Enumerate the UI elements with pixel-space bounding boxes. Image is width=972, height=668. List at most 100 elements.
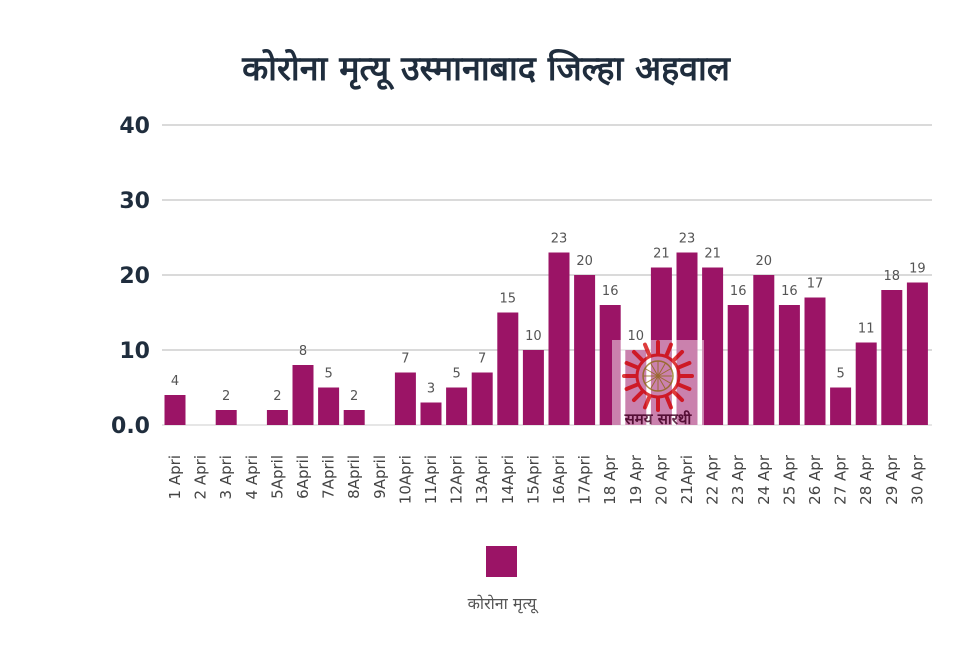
x-tick-label: 10Apri: [396, 455, 414, 504]
x-tick-label: 11Apri: [422, 455, 440, 504]
data-label: 3: [427, 382, 435, 397]
wheel-spoke: [644, 368, 659, 377]
sun-ray: [624, 360, 640, 370]
x-tick-label: 27 Apr: [832, 454, 850, 505]
x-tick-label: 6April: [294, 455, 312, 499]
x-tick-label: 23 Apr: [729, 454, 747, 505]
wheel-spoke: [657, 368, 672, 377]
data-label: 23: [551, 232, 568, 247]
bar: [625, 350, 647, 425]
sun-ray: [624, 382, 640, 392]
data-label: 16: [602, 284, 619, 299]
data-label: 20: [756, 254, 773, 269]
bar: [497, 312, 519, 425]
bar: [650, 267, 672, 425]
bar: [906, 282, 928, 425]
bar: [727, 305, 749, 425]
legend-swatch: [486, 546, 517, 577]
bar: [522, 350, 544, 425]
x-tick-label: 25 Apr: [780, 454, 798, 505]
data-label: 10: [628, 329, 645, 344]
sun-ray: [642, 394, 652, 410]
wheel-spoke: [657, 375, 672, 384]
bar: [753, 275, 775, 425]
x-tick-label: 26 Apr: [806, 454, 824, 505]
x-tick-label: 2 Apri: [192, 455, 210, 499]
data-label: 20: [576, 254, 593, 269]
data-label: 16: [730, 284, 747, 299]
sun-ray: [671, 389, 685, 403]
data-label: 18: [884, 269, 901, 284]
x-tick-label: 15Apri: [524, 455, 542, 504]
data-label: 2: [350, 389, 358, 404]
data-label: 5: [452, 367, 460, 382]
x-tick-label: 16Apri: [550, 455, 568, 504]
y-axis-ticks: 0.0 10 20 30 40: [111, 114, 150, 439]
legend: कोरोना मृत्यू: [468, 546, 540, 614]
data-label: 5: [324, 367, 332, 382]
bar: [548, 252, 570, 425]
bar: [599, 305, 621, 425]
chart-title: कोरोना मृत्यू उस्मानाबाद जिल्हा अहवाल: [241, 48, 732, 91]
sun-ray: [631, 389, 645, 403]
watermark-text: समय सारथी: [624, 410, 693, 428]
sun-ray: [676, 382, 692, 392]
x-tick-label: 8April: [345, 455, 363, 499]
data-label: 7: [478, 352, 486, 367]
data-label: 2: [273, 389, 281, 404]
data-label: 2: [222, 389, 230, 404]
x-tick-label: 17Apri: [576, 455, 594, 504]
data-label: 17: [807, 277, 824, 292]
x-tick-label: 5April: [268, 455, 286, 499]
sun-ray: [664, 342, 674, 358]
y-tick-label: 30: [119, 189, 150, 214]
watermark-logo: समय सारथी: [612, 340, 704, 432]
bar: [804, 297, 826, 425]
data-label: 16: [781, 284, 798, 299]
data-label: 4: [171, 374, 179, 389]
bar: [830, 387, 852, 425]
bar: [215, 410, 237, 425]
bar: [266, 410, 288, 425]
x-tick-label: 14Apri: [499, 455, 517, 504]
data-label: 5: [836, 367, 844, 382]
x-tick-label: 4 Apri: [243, 455, 261, 499]
y-tick-label: 0.0: [111, 414, 150, 439]
data-label: 11: [858, 322, 875, 337]
legend-label: कोरोना मृत्यू: [468, 594, 540, 614]
sun-ray: [664, 394, 674, 410]
x-tick-label: 19 Apr: [627, 454, 645, 505]
wheel-spoke: [650, 362, 659, 377]
x-tick-label: 13Apri: [473, 455, 491, 504]
x-tick-label: 12Apri: [448, 455, 466, 504]
bar: [881, 290, 903, 425]
wheel-spoke: [657, 362, 666, 377]
data-label: 19: [909, 262, 926, 277]
bar-series: [164, 252, 928, 425]
bar: [420, 402, 442, 425]
data-label: 8: [299, 344, 307, 359]
data-labels: 4 2 2 8 5 2 7 3 5 7 15 10 23 20 16 10 21 23 21 16 20 16 17 5 11 1…: [171, 232, 926, 405]
wheel-spoke: [657, 375, 666, 390]
y-tick-label: 10: [119, 339, 150, 364]
wheel-spoke: [650, 375, 659, 390]
bar: [676, 252, 698, 425]
x-tick-label: 21Apri: [678, 455, 696, 504]
x-axis-ticks: 1 Apri 2 Apri 3 Apri 4 Apri 5April 6April 7Apr…: [166, 454, 926, 505]
wheel-spoke: [644, 375, 659, 384]
sun-ray: [671, 349, 685, 363]
bar: [292, 365, 314, 425]
data-label: 21: [704, 247, 721, 262]
bar: [318, 387, 340, 425]
data-label: 21: [653, 247, 670, 262]
sun-ray: [631, 349, 645, 363]
sun-ray: [676, 360, 692, 370]
gridlines: [162, 124, 932, 426]
y-tick-label: 20: [119, 264, 150, 289]
bar: [164, 395, 186, 425]
bar: [343, 410, 365, 425]
bar: [855, 342, 877, 425]
x-tick-label: 1 Apri: [166, 455, 184, 499]
sun-emblem-icon: [622, 340, 694, 412]
